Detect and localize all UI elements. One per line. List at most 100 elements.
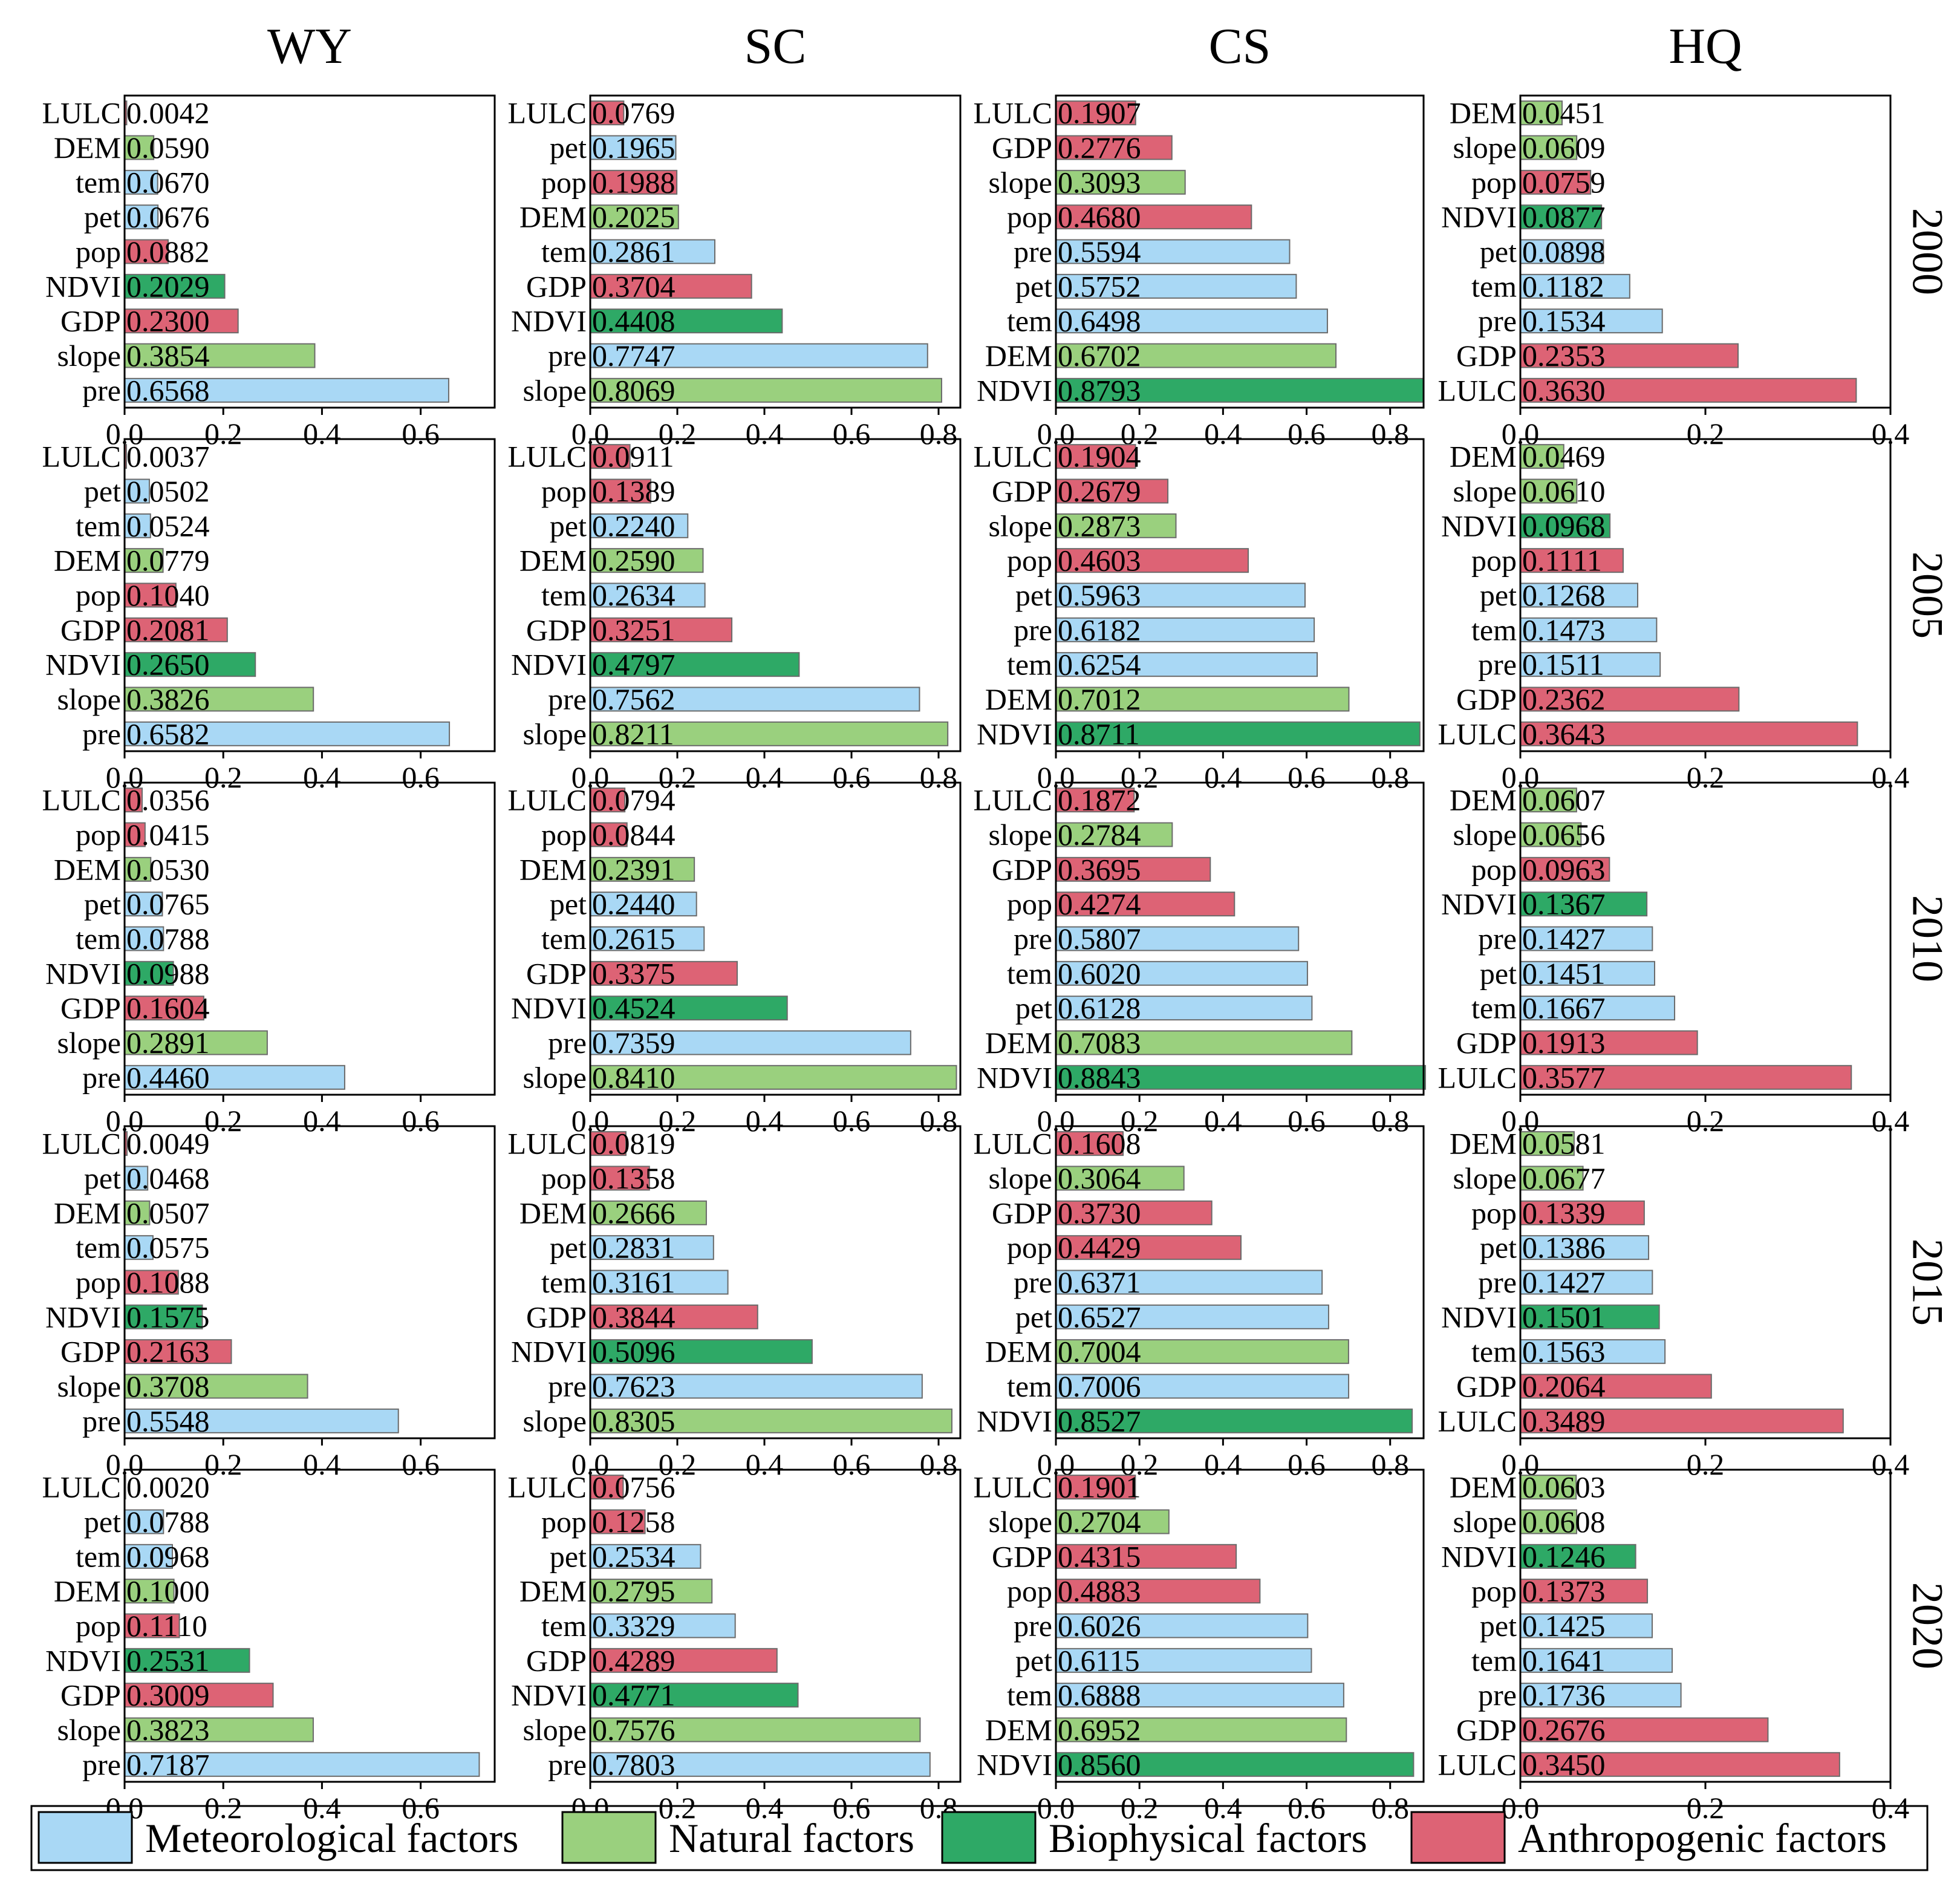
value-label-cs-2020-dem: 0.6952 <box>1058 1713 1141 1747</box>
panel-frame-wy-2000 <box>123 94 496 409</box>
x-tick-label-sc-2010-0.6: 0.6 <box>833 1104 871 1138</box>
value-label-sc-2015-tem: 0.3161 <box>592 1265 676 1299</box>
panel-frame-wy-2010 <box>123 781 496 1096</box>
value-label-wy-2005-tem: 0.0524 <box>126 509 210 543</box>
x-tick-label-wy-2005-0.2: 0.2 <box>204 760 243 794</box>
value-label-hq-2020-pop: 0.1373 <box>1522 1574 1606 1608</box>
x-tick-label-sc-2020-0.4: 0.4 <box>746 1791 784 1825</box>
bar-sc-2005-pre <box>590 686 920 712</box>
bar-sc-2005-ndvi <box>590 652 800 677</box>
value-label-sc-2015-gdp: 0.3844 <box>592 1300 676 1334</box>
factor-label-hq-2015-pet: pet <box>1480 1231 1517 1265</box>
value-label-cs-2000-slope: 0.3093 <box>1058 165 1141 199</box>
value-label-hq-2020-slope: 0.0608 <box>1522 1505 1606 1539</box>
value-label-sc-2020-pre: 0.7803 <box>592 1747 676 1781</box>
factor-label-hq-2020-tem: tem <box>1471 1643 1517 1677</box>
value-label-cs-2010-lulc: 0.1872 <box>1058 783 1141 817</box>
legend-swatch-anthropogenic <box>1410 1811 1506 1864</box>
value-label-wy-2005-ndvi: 0.2650 <box>126 648 210 682</box>
bar-sc-2010-dem <box>590 856 695 882</box>
factor-label-cs-2020-slope: slope <box>988 1505 1052 1539</box>
factor-label-sc-2005-slope: slope <box>523 717 587 751</box>
value-label-sc-2010-tem: 0.2615 <box>592 922 676 956</box>
value-label-hq-2015-pop: 0.1339 <box>1522 1196 1606 1230</box>
bar-sc-2020-pre <box>590 1752 931 1777</box>
factor-label-hq-2000-pre: pre <box>1478 304 1517 338</box>
value-label-sc-2020-dem: 0.2795 <box>592 1574 676 1608</box>
bar-hq-2010-gdp <box>1520 1030 1698 1055</box>
factor-label-hq-2010-lulc: LULC <box>1437 1060 1517 1094</box>
factor-label-cs-2020-ndvi: NDVI <box>977 1747 1052 1781</box>
value-label-wy-2020-tem: 0.0968 <box>126 1539 210 1573</box>
value-label-cs-2010-dem: 0.7083 <box>1058 1026 1141 1060</box>
factor-label-wy-2015-pop: pop <box>76 1265 121 1299</box>
bar-wy-2015-ndvi <box>124 1304 203 1329</box>
factor-label-hq-2000-tem: tem <box>1471 269 1517 303</box>
x-tick-label-wy-2020-0.4: 0.4 <box>303 1791 341 1825</box>
factor-label-hq-2020-lulc: LULC <box>1437 1747 1517 1781</box>
value-label-hq-2020-ndvi: 0.1246 <box>1522 1539 1606 1573</box>
x-tick-label-hq-2020-0.4: 0.4 <box>1872 1791 1910 1825</box>
value-label-cs-2010-slope: 0.2784 <box>1058 818 1141 852</box>
value-label-sc-2010-pop: 0.0844 <box>592 818 676 852</box>
factor-label-cs-2015-dem: DEM <box>985 1335 1052 1369</box>
value-label-cs-2005-ndvi: 0.8711 <box>1058 717 1140 751</box>
value-label-sc-2015-slope: 0.8305 <box>592 1404 676 1438</box>
factor-label-cs-2020-pop: pop <box>1007 1574 1052 1608</box>
factor-label-sc-2000-lulc: LULC <box>507 96 587 130</box>
value-label-wy-2005-pre: 0.6582 <box>126 717 210 751</box>
factor-label-cs-2015-lulc: LULC <box>973 1127 1052 1161</box>
value-label-sc-2010-gdp: 0.3375 <box>592 956 676 990</box>
factor-label-hq-2010-tem: tem <box>1471 991 1517 1025</box>
bar-wy-2020-gdp <box>124 1683 274 1708</box>
factor-label-cs-2015-tem: tem <box>1007 1369 1052 1403</box>
factor-label-sc-2010-pop: pop <box>541 818 587 852</box>
x-tick-label-wy-2020-0.2: 0.2 <box>204 1791 243 1825</box>
factor-label-cs-2020-dem: DEM <box>985 1713 1052 1747</box>
value-label-sc-2010-dem: 0.2391 <box>592 852 676 886</box>
value-label-wy-2005-dem: 0.0779 <box>126 544 210 578</box>
bar-cs-2005-pre <box>1055 617 1315 642</box>
value-label-cs-2020-pre: 0.6026 <box>1058 1609 1141 1643</box>
value-label-cs-2015-tem: 0.7006 <box>1058 1369 1141 1403</box>
value-label-cs-2020-pop: 0.4883 <box>1058 1574 1141 1608</box>
value-label-hq-2005-slope: 0.0610 <box>1522 474 1606 508</box>
factor-label-wy-2000-dem: DEM <box>54 131 121 165</box>
bar-hq-2020-slope <box>1520 1509 1578 1534</box>
x-tick-label-cs-2010-0.8: 0.8 <box>1371 1104 1409 1138</box>
value-label-wy-2000-lulc: 0.0042 <box>126 96 210 130</box>
factor-label-wy-2010-ndvi: NDVI <box>45 956 121 990</box>
x-tick-label-cs-2005-0.4: 0.4 <box>1204 760 1242 794</box>
bar-sc-2010-pre <box>590 1030 911 1055</box>
factor-label-hq-2010-gdp: GDP <box>1456 1026 1517 1060</box>
factor-label-wy-2020-lulc: LULC <box>42 1470 121 1504</box>
value-label-wy-2010-pop: 0.0415 <box>126 818 210 852</box>
factor-label-cs-2005-pre: pre <box>1014 613 1052 647</box>
value-label-wy-2010-lulc: 0.0356 <box>126 783 210 817</box>
bar-cs-2020-tem <box>1055 1683 1344 1708</box>
bar-wy-2020-dem <box>124 1579 175 1604</box>
bar-cs-2015-pre <box>1055 1270 1323 1295</box>
bar-sc-2020-lulc <box>590 1475 624 1500</box>
factor-label-wy-2010-pop: pop <box>76 818 121 852</box>
x-tick-label-sc-2010-0.4: 0.4 <box>746 1104 784 1138</box>
value-label-wy-2010-pet: 0.0765 <box>126 887 210 921</box>
value-label-cs-2000-pre: 0.5594 <box>1058 235 1141 269</box>
value-label-hq-2000-pet: 0.0898 <box>1522 235 1606 269</box>
value-label-sc-2015-pet: 0.2831 <box>592 1231 676 1265</box>
value-label-hq-2015-dem: 0.0581 <box>1522 1127 1606 1161</box>
x-tick-label-cs-2005-0.6: 0.6 <box>1288 760 1326 794</box>
value-label-hq-2020-dem: 0.0603 <box>1522 1470 1606 1504</box>
value-label-hq-2000-tem: 0.1182 <box>1522 269 1604 303</box>
x-tick-label-wy-2005-0.4: 0.4 <box>303 760 341 794</box>
bar-wy-2005-pop <box>124 582 177 608</box>
x-tick-label-sc-2005-0.6: 0.6 <box>833 760 871 794</box>
value-label-hq-2000-dem: 0.0451 <box>1522 96 1606 130</box>
factor-label-cs-2020-pre: pre <box>1014 1609 1052 1643</box>
value-label-cs-2000-tem: 0.6498 <box>1058 304 1141 338</box>
factor-label-hq-2015-pre: pre <box>1478 1265 1517 1299</box>
value-label-hq-2000-pre: 0.1534 <box>1522 304 1606 338</box>
factor-label-cs-2020-pet: pet <box>1015 1643 1052 1677</box>
x-tick-label-sc-2010-0.8: 0.8 <box>920 1104 958 1138</box>
